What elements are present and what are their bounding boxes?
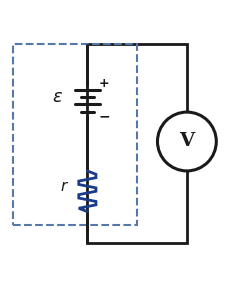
- Text: $\varepsilon$: $\varepsilon$: [52, 88, 63, 106]
- Text: +: +: [99, 77, 110, 90]
- Bar: [13, 44, 137, 225]
- Circle shape: [158, 112, 216, 171]
- Text: $r$: $r$: [60, 179, 69, 194]
- Text: V: V: [179, 132, 194, 151]
- Bar: [87, 44, 187, 243]
- Text: −: −: [98, 109, 110, 123]
